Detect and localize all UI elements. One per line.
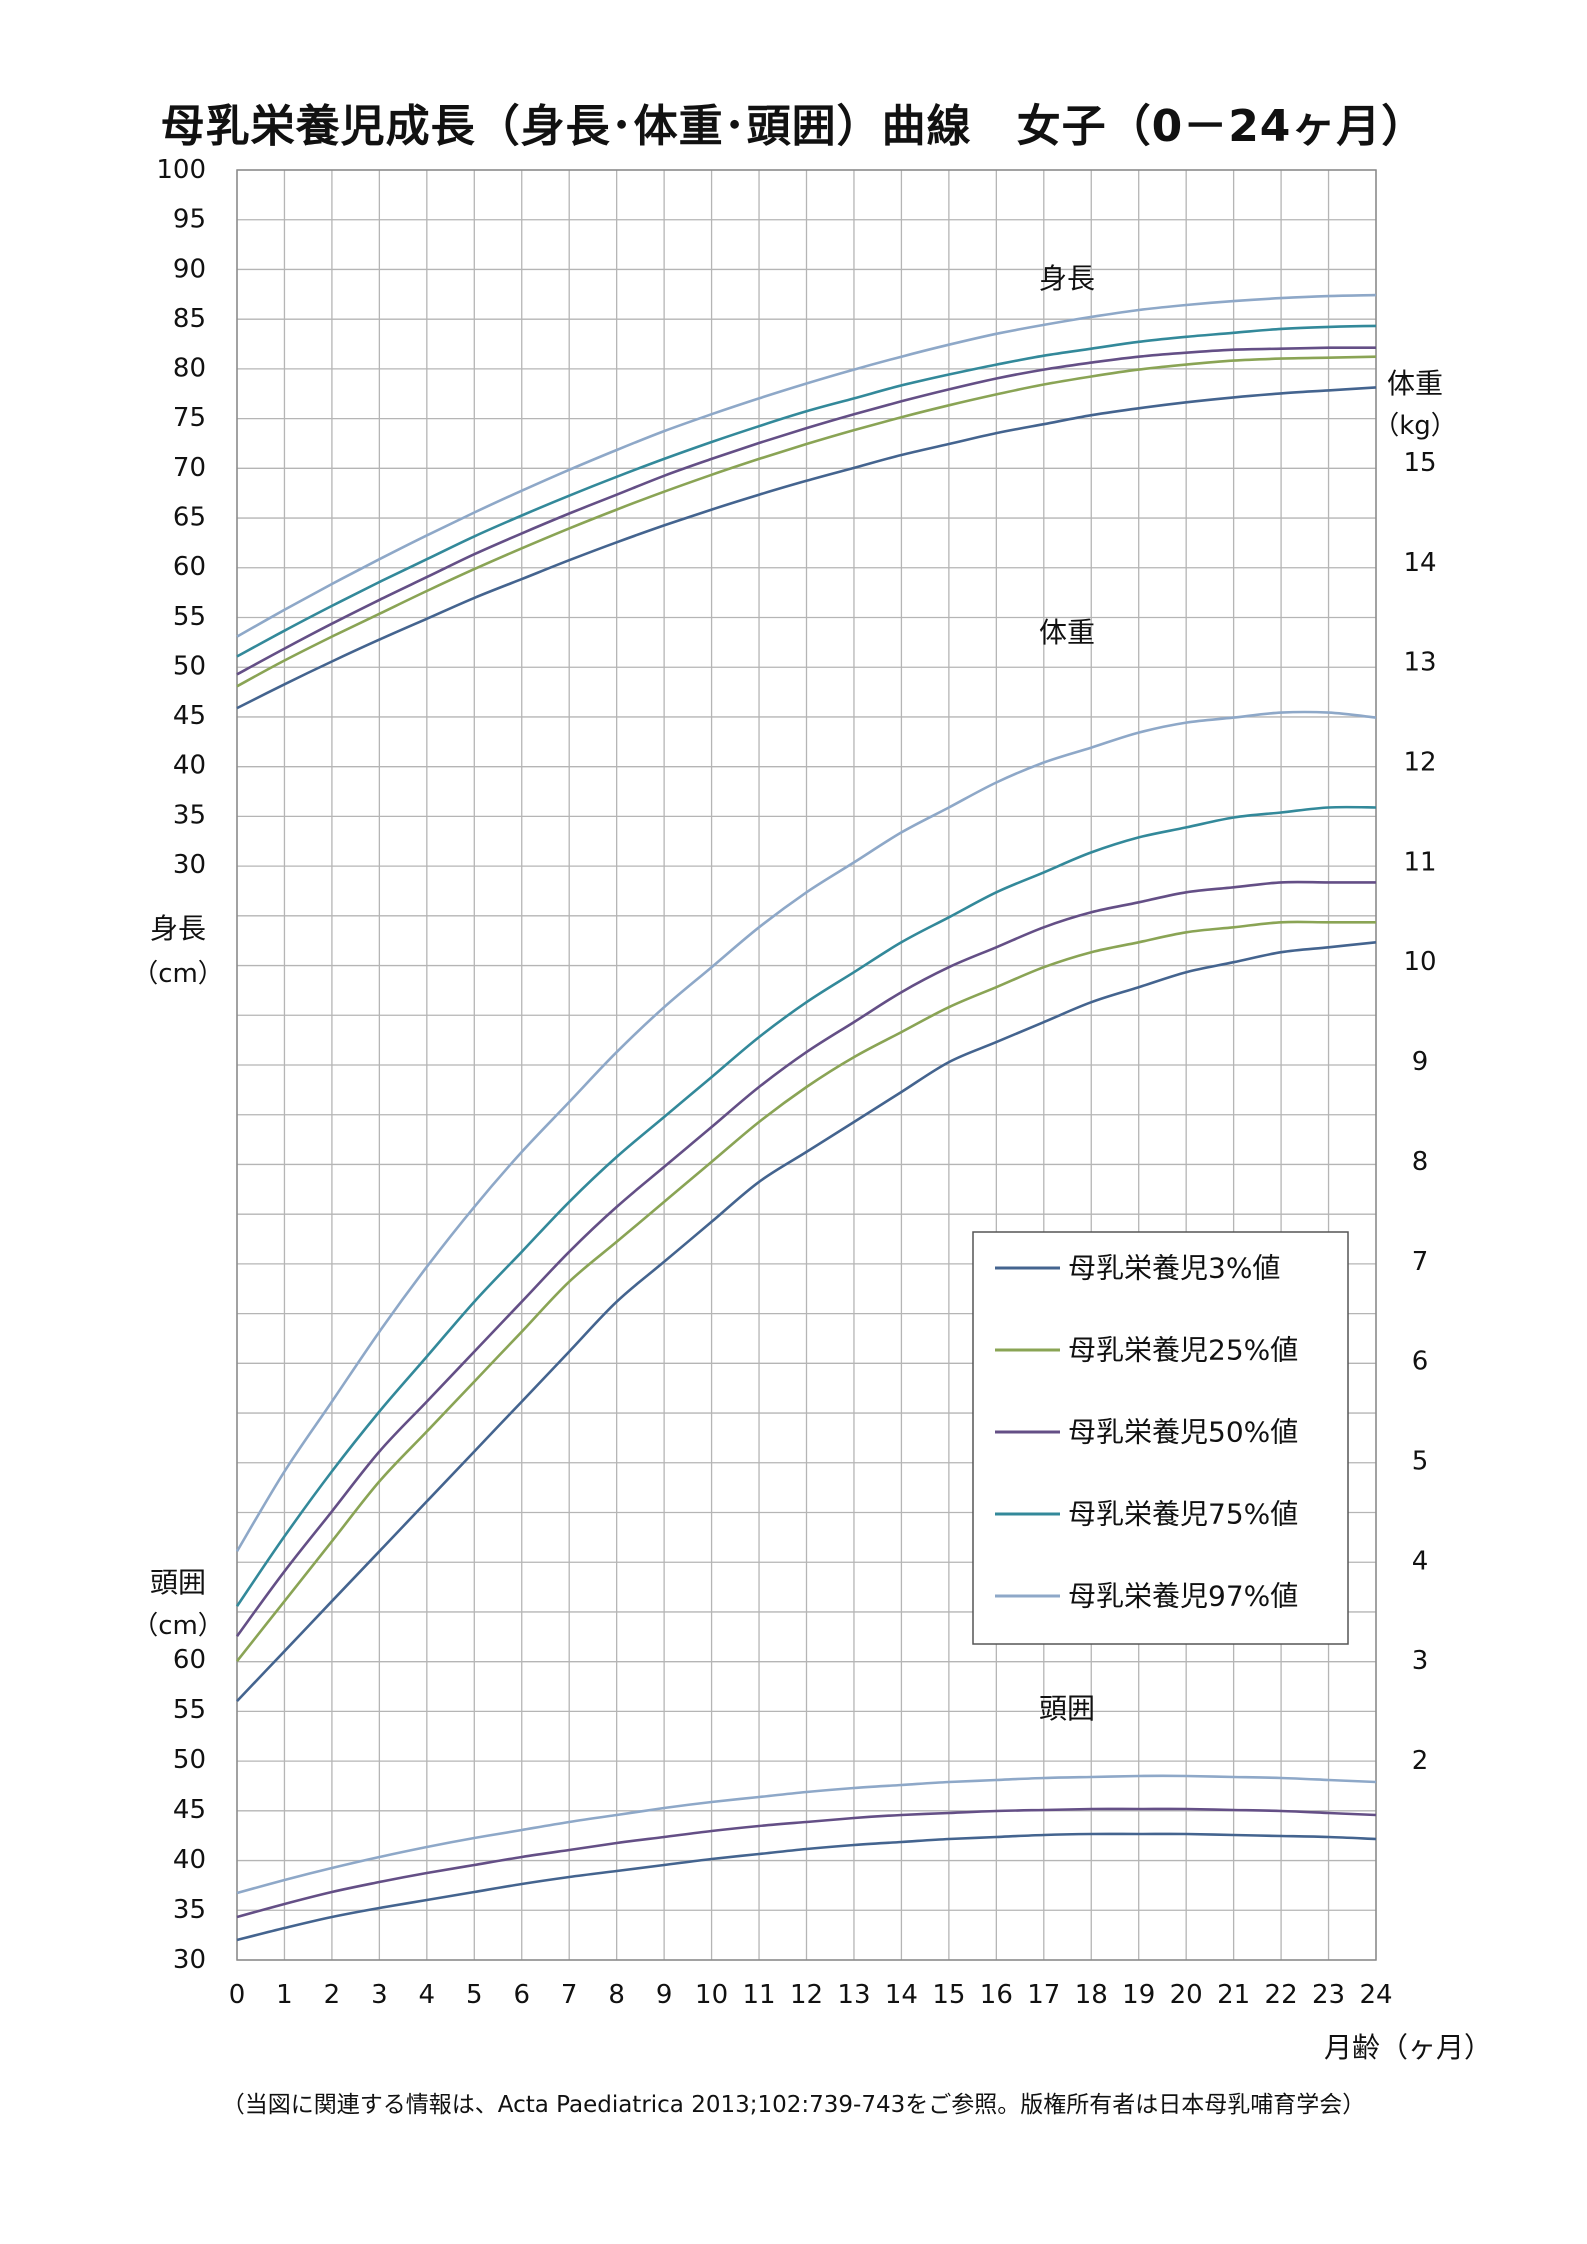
footnote: （当図に関連する情報は、Acta Paediatrica 2013;102:73… <box>221 2092 1366 2118</box>
head-tick-label: 35 <box>173 1895 206 1925</box>
legend: 母乳栄養児3%値母乳栄養児25%値母乳栄養児50%値母乳栄養児75%値母乳栄養児… <box>972 1231 1349 1645</box>
panel-label-head: 頭囲 <box>1039 1692 1095 1725</box>
x-tick-label: 1 <box>276 1980 293 2010</box>
weight-tick-label: 14 <box>1403 548 1436 578</box>
legend-label: 母乳栄養児50%値 <box>1068 1416 1298 1449</box>
legend-box <box>972 1231 1349 1645</box>
head-tick-label: 45 <box>173 1795 206 1825</box>
height-tick-label: 75 <box>173 403 206 433</box>
x-tick-label: 0 <box>229 1980 246 2010</box>
head-axis-unit: （cm） <box>132 1611 224 1641</box>
x-tick-label: 18 <box>1075 1980 1108 2010</box>
weight-axis-unit: （kg） <box>1373 411 1457 441</box>
x-tick-label: 16 <box>980 1980 1013 2010</box>
panel-label-height: 身長 <box>1039 262 1095 295</box>
weight-tick-label: 6 <box>1412 1347 1429 1377</box>
weight-axis-label: 体重 <box>1387 367 1443 400</box>
head-tick-label: 50 <box>173 1745 206 1775</box>
height-tick-label: 65 <box>173 503 206 533</box>
weight-tick-label: 5 <box>1412 1446 1429 1476</box>
chart-curves <box>235 293 1377 1942</box>
head-axis-label: 頭囲 <box>150 1566 206 1599</box>
series-line-head <box>236 1832 1377 1942</box>
x-tick-label: 11 <box>742 1980 775 2010</box>
height-tick-label: 35 <box>173 800 206 830</box>
height-tick-label: 70 <box>173 453 206 483</box>
height-tick-label: 55 <box>173 602 206 632</box>
series-line-weight <box>236 941 1377 1702</box>
panel-label-weight: 体重 <box>1039 616 1095 649</box>
weight-tick-label: 7 <box>1412 1247 1429 1277</box>
axis-ticks: 1009590858075706560555045403530151413121… <box>156 155 1436 2010</box>
weight-tick-label: 2 <box>1412 1746 1429 1776</box>
x-axis-label: 月齢（ヶ月） <box>1324 2031 1492 2064</box>
series-line-head <box>236 1774 1377 1895</box>
weight-tick-label: 13 <box>1403 648 1436 678</box>
x-tick-label: 2 <box>324 1980 341 2010</box>
x-tick-label: 7 <box>561 1980 578 2010</box>
height-tick-label: 95 <box>173 205 206 235</box>
plot-border <box>236 169 1377 1961</box>
head-tick-label: 40 <box>173 1845 206 1875</box>
chart-grid <box>236 169 1377 1961</box>
weight-tick-label: 12 <box>1403 748 1436 778</box>
weight-tick-label: 11 <box>1403 847 1436 877</box>
weight-tick-label: 15 <box>1403 448 1436 478</box>
x-tick-label: 22 <box>1265 1980 1298 2010</box>
height-tick-label: 60 <box>173 552 206 582</box>
height-tick-label: 100 <box>156 155 206 185</box>
series-line-head <box>236 1807 1377 1919</box>
x-tick-label: 23 <box>1312 1980 1345 2010</box>
legend-label: 母乳栄養児75%値 <box>1068 1498 1298 1531</box>
legend-label: 母乳栄養児25%値 <box>1068 1334 1298 1367</box>
series-line-weight <box>235 710 1377 1552</box>
weight-tick-label: 4 <box>1412 1546 1429 1576</box>
head-tick-label: 60 <box>173 1645 206 1675</box>
x-tick-label: 20 <box>1170 1980 1203 2010</box>
height-tick-label: 85 <box>173 304 206 334</box>
series-line-height <box>236 293 1377 638</box>
x-tick-label: 8 <box>608 1980 625 2010</box>
x-tick-label: 12 <box>790 1980 823 2010</box>
height-tick-label: 90 <box>173 254 206 284</box>
weight-tick-label: 9 <box>1412 1047 1429 1077</box>
height-tick-label: 30 <box>173 850 206 880</box>
x-tick-label: 21 <box>1217 1980 1250 2010</box>
legend-label: 母乳栄養児3%値 <box>1068 1252 1280 1285</box>
weight-tick-label: 3 <box>1412 1646 1429 1676</box>
legend-items: 母乳栄養児3%値母乳栄養児25%値母乳栄養児50%値母乳栄養児75%値母乳栄養児… <box>995 1252 1298 1613</box>
weight-tick-label: 10 <box>1403 947 1436 977</box>
x-tick-label: 24 <box>1359 1980 1392 2010</box>
height-axis-unit: （cm） <box>132 959 224 989</box>
series-line-weight <box>235 880 1376 1637</box>
head-tick-label: 55 <box>173 1695 206 1725</box>
series-line-height <box>236 386 1377 710</box>
x-tick-label: 9 <box>656 1980 673 2010</box>
weight-tick-label: 8 <box>1412 1147 1429 1177</box>
series-line-height <box>236 346 1377 676</box>
x-tick-label: 13 <box>837 1980 870 2010</box>
series-line-height <box>236 324 1377 658</box>
height-tick-label: 40 <box>173 751 206 781</box>
legend-label: 母乳栄養児97%値 <box>1068 1580 1298 1613</box>
x-tick-label: 3 <box>371 1980 388 2010</box>
x-tick-label: 4 <box>419 1980 436 2010</box>
x-tick-label: 10 <box>695 1980 728 2010</box>
series-line-weight <box>235 920 1376 1663</box>
height-tick-label: 50 <box>173 651 206 681</box>
x-tick-label: 19 <box>1122 1980 1155 2010</box>
height-tick-label: 45 <box>173 701 206 731</box>
head-tick-label: 30 <box>173 1945 206 1975</box>
series-line-weight <box>235 805 1377 1607</box>
chart-title: 母乳栄養児成長（身長･体重･頭囲）曲線 女子（0－24ヶ月） <box>160 101 1427 152</box>
x-tick-label: 14 <box>885 1980 918 2010</box>
x-tick-label: 5 <box>466 1980 483 2010</box>
x-tick-label: 17 <box>1027 1980 1060 2010</box>
x-tick-label: 15 <box>932 1980 965 2010</box>
series-line-height <box>236 355 1377 688</box>
height-axis-label: 身長 <box>150 912 206 945</box>
x-tick-label: 6 <box>513 1980 530 2010</box>
height-tick-label: 80 <box>173 354 206 384</box>
